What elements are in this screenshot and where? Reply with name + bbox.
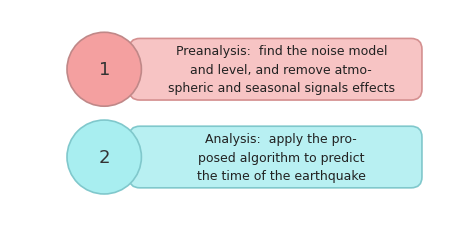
Text: 1: 1 xyxy=(99,61,110,79)
FancyBboxPatch shape xyxy=(129,39,422,101)
Text: 2: 2 xyxy=(99,148,110,166)
FancyBboxPatch shape xyxy=(129,127,422,188)
Text: Preanalysis:  find the noise model
and level, and remove atmo-
spheric and seaso: Preanalysis: find the noise model and le… xyxy=(168,45,395,95)
Circle shape xyxy=(67,121,141,194)
Circle shape xyxy=(67,33,141,107)
Text: Analysis:  apply the pro-
posed algorithm to predict
the time of the earthquake: Analysis: apply the pro- posed algorithm… xyxy=(197,133,366,182)
